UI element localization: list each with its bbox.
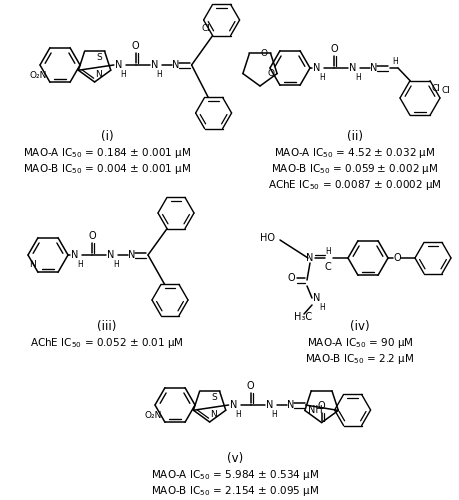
Text: Cl: Cl: [441, 86, 450, 95]
Text: H: H: [156, 70, 162, 79]
Text: O: O: [260, 49, 267, 58]
Text: H: H: [271, 410, 277, 419]
Text: N: N: [71, 250, 78, 260]
Text: MAO-A IC$_{50}$ = 0.184 ± 0.001 μM: MAO-A IC$_{50}$ = 0.184 ± 0.001 μM: [23, 146, 190, 160]
Text: (i): (i): [101, 130, 113, 143]
Text: MAO-A IC$_{50}$ = 5.984 ± 0.534 μM: MAO-A IC$_{50}$ = 5.984 ± 0.534 μM: [151, 468, 319, 482]
Text: N: N: [114, 60, 122, 70]
Text: H: H: [77, 260, 83, 269]
Text: (ii): (ii): [346, 130, 362, 143]
Text: N: N: [229, 400, 236, 410]
Text: HO: HO: [259, 233, 274, 243]
Text: MAO-B IC$_{50}$ = 0.059 ± 0.002 μM: MAO-B IC$_{50}$ = 0.059 ± 0.002 μM: [271, 162, 438, 176]
Text: C: C: [324, 262, 330, 272]
Text: H: H: [354, 73, 360, 82]
Text: MAO-B IC$_{50}$ = 0.004 ± 0.001 μM: MAO-B IC$_{50}$ = 0.004 ± 0.001 μM: [23, 162, 190, 176]
Text: AChE IC$_{50}$ = 0.052 ± 0.01 μM: AChE IC$_{50}$ = 0.052 ± 0.01 μM: [30, 336, 184, 350]
Text: N: N: [95, 70, 102, 79]
Text: N: N: [171, 60, 179, 70]
Text: N: N: [348, 63, 356, 73]
Text: O: O: [393, 253, 401, 263]
Text: (iii): (iii): [97, 320, 117, 333]
Text: N: N: [305, 253, 312, 263]
Text: O: O: [330, 44, 337, 54]
Text: MAO-A IC$_{50}$ = 90 μM: MAO-A IC$_{50}$ = 90 μM: [306, 336, 412, 350]
Text: H: H: [235, 410, 241, 419]
Text: H: H: [120, 70, 126, 79]
Text: O: O: [267, 69, 274, 78]
Text: N: N: [29, 260, 36, 270]
Text: O: O: [317, 400, 325, 410]
Text: N: N: [265, 400, 272, 410]
Text: H: H: [318, 73, 324, 82]
Text: MAO-B IC$_{50}$ = 2.154 ± 0.095 μM: MAO-B IC$_{50}$ = 2.154 ± 0.095 μM: [151, 484, 319, 498]
Text: S: S: [212, 393, 217, 402]
Text: N: N: [312, 63, 319, 73]
Text: N: N: [369, 63, 376, 73]
Text: O₂N: O₂N: [144, 412, 162, 420]
Text: MAO-A IC$_{50}$ = 4.52 ± 0.032 μM: MAO-A IC$_{50}$ = 4.52 ± 0.032 μM: [274, 146, 435, 160]
Text: O: O: [88, 231, 95, 241]
Text: N: N: [150, 60, 157, 70]
Text: H₃C: H₃C: [293, 312, 312, 322]
Text: H: H: [325, 247, 330, 256]
Text: H: H: [318, 303, 324, 312]
Text: O: O: [246, 381, 254, 391]
Text: N: N: [312, 293, 319, 303]
Text: N: N: [210, 410, 217, 419]
Text: O₂N: O₂N: [29, 72, 47, 80]
Text: (iv): (iv): [349, 320, 369, 333]
Text: N: N: [107, 250, 114, 260]
Text: N: N: [286, 400, 293, 410]
Text: S: S: [97, 53, 102, 62]
Text: (v): (v): [226, 452, 243, 465]
Text: O: O: [287, 273, 294, 283]
Text: H: H: [113, 260, 118, 269]
Text: MAO-B IC$_{50}$ = 2.2 μM: MAO-B IC$_{50}$ = 2.2 μM: [305, 352, 414, 366]
Text: N: N: [128, 250, 135, 260]
Text: NH: NH: [307, 406, 322, 415]
Text: Cl: Cl: [202, 24, 210, 32]
Text: AChE IC$_{50}$ = 0.0087 ± 0.0002 μM: AChE IC$_{50}$ = 0.0087 ± 0.0002 μM: [268, 178, 441, 192]
Text: H: H: [391, 57, 397, 66]
Text: Cl: Cl: [431, 84, 440, 92]
Text: O: O: [131, 41, 139, 51]
